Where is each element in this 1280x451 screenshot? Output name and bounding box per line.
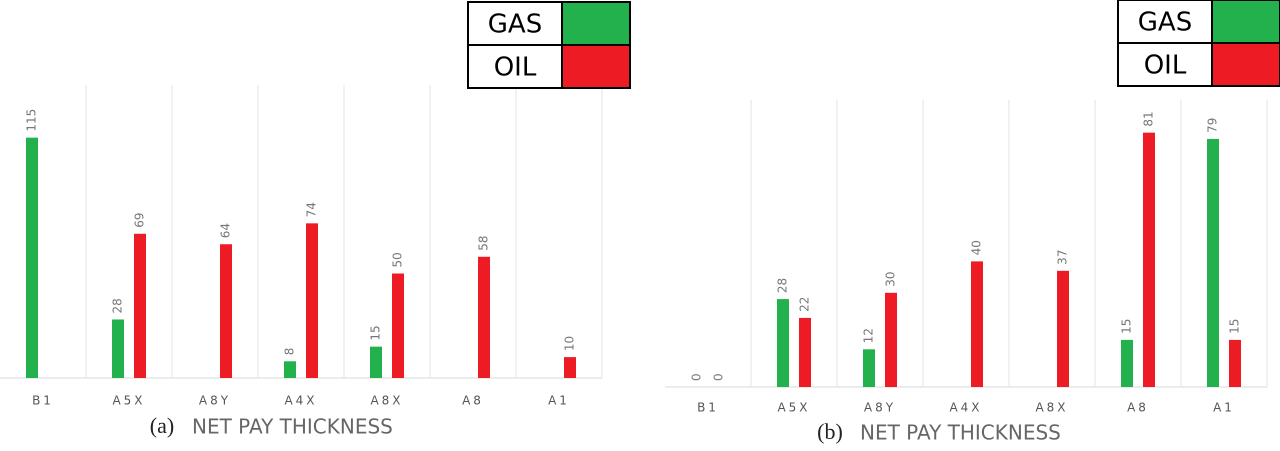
value-label: 0 [690, 373, 704, 381]
value-label: 64 [219, 223, 233, 238]
bar [564, 357, 576, 378]
x-tick-label: A8X [370, 394, 403, 408]
legend-swatch [1211, 0, 1280, 44]
x-tick-label: B1 [32, 394, 54, 408]
x-tick-label: A8Y [864, 401, 896, 415]
legend-label: OIL [494, 53, 537, 83]
legend-swatch [561, 1, 631, 46]
bar [284, 361, 296, 378]
legend-label: GAS [488, 10, 542, 40]
bar [134, 233, 146, 378]
value-label: 37 [1056, 250, 1070, 265]
value-label: 69 [133, 213, 147, 228]
x-tick-label: A8 [1127, 401, 1149, 415]
legend-label: OIL [1144, 51, 1187, 81]
value-label: 58 [477, 235, 491, 250]
bar [777, 299, 789, 387]
x-tick-label: B1 [697, 401, 719, 415]
bar [1143, 132, 1155, 387]
value-label: 12 [862, 328, 876, 343]
legend-cell [467, 44, 563, 89]
bar [112, 319, 124, 378]
value-label: 81 [1142, 111, 1156, 126]
caption-label: (a) [150, 413, 174, 438]
bar [885, 292, 897, 387]
value-label: 15 [369, 325, 383, 340]
legend-swatch [1211, 42, 1280, 87]
legend-cell [1117, 42, 1213, 87]
value-label: 15 [1228, 319, 1242, 334]
bar [863, 349, 875, 387]
x-tick-label: A4X [949, 401, 982, 415]
bar [370, 346, 382, 378]
value-label: 15 [1120, 319, 1134, 334]
value-label: 115 [25, 109, 39, 132]
bar [220, 244, 232, 378]
bar [971, 261, 983, 387]
bar [26, 137, 38, 378]
legend-cell [467, 1, 563, 46]
x-tick-label: A8X [1035, 401, 1068, 415]
value-label: 74 [305, 202, 319, 217]
legend-swatch [561, 44, 631, 89]
caption-title: NET PAY THICKNESS [860, 421, 1061, 445]
x-tick-label: A8 [462, 394, 484, 408]
x-tick-label: A4X [284, 394, 317, 408]
value-label: 28 [111, 298, 125, 313]
bar [306, 223, 318, 378]
x-tick-label: A5X [777, 401, 810, 415]
caption-title: NET PAY THICKNESS [192, 415, 393, 439]
x-tick-label: A8Y [199, 394, 231, 408]
bar [1207, 138, 1219, 387]
value-label: 0 [712, 373, 726, 381]
x-tick-label: A5X [112, 394, 145, 408]
value-label: 10 [563, 336, 577, 351]
value-label: 28 [776, 278, 790, 293]
legend-cell [1117, 0, 1213, 44]
value-label: 79 [1206, 118, 1220, 133]
bar [392, 273, 404, 378]
bar [1057, 270, 1069, 387]
caption-label: (b) [817, 419, 843, 444]
value-label: 22 [798, 297, 812, 312]
value-label: 30 [884, 272, 898, 287]
x-tick-label: A1 [548, 394, 570, 408]
x-tick-label: A1 [1213, 401, 1235, 415]
bar [799, 317, 811, 387]
value-label: 50 [391, 252, 405, 267]
bar [478, 256, 490, 378]
value-label: 40 [970, 240, 984, 255]
value-label: 8 [283, 348, 297, 356]
bar [1121, 339, 1133, 387]
legend-label: GAS [1138, 8, 1192, 38]
bar [1229, 339, 1241, 387]
